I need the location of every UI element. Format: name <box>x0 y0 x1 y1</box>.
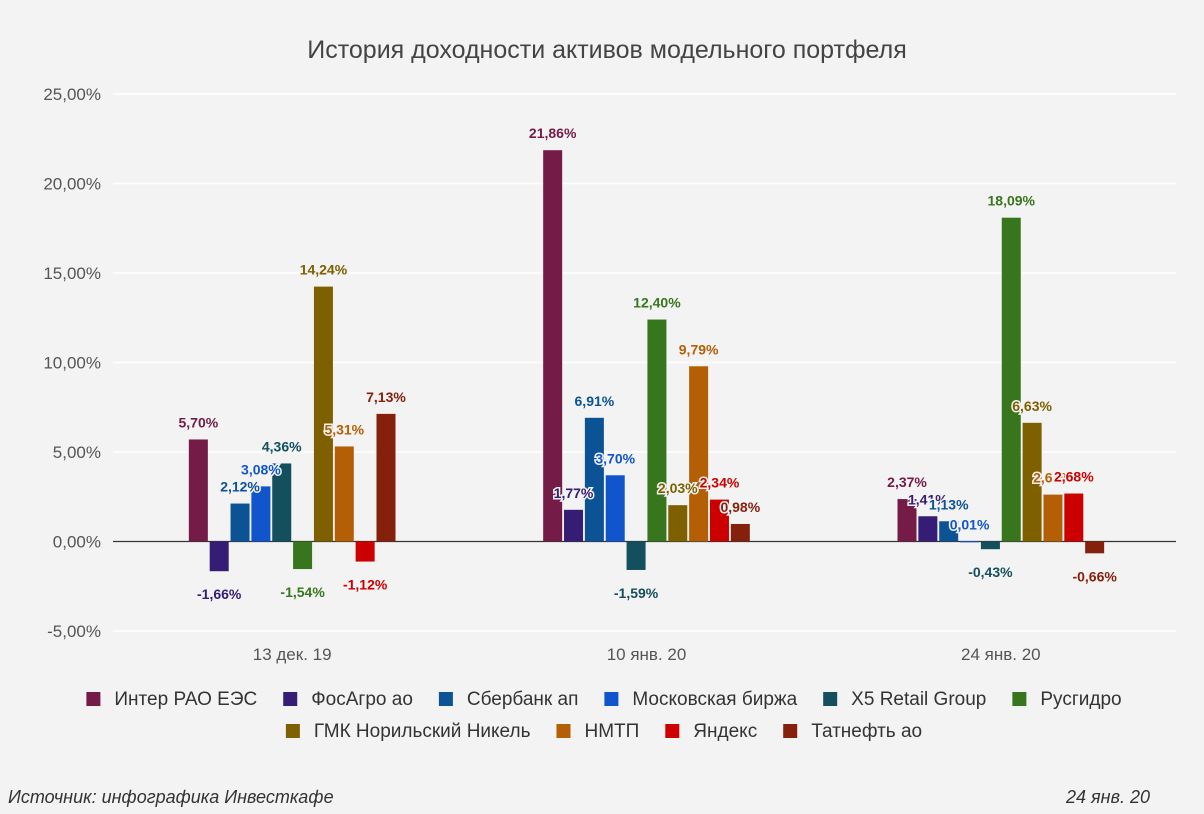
data-label: -1,59% <box>614 585 659 601</box>
bar <box>543 150 563 542</box>
data-label: 6,91% <box>575 393 615 409</box>
data-label: 2,68% <box>1054 469 1094 485</box>
legend-label: X5 Retail Group <box>851 689 986 710</box>
chart-title: История доходности активов модельного по… <box>307 36 906 64</box>
bar <box>1085 541 1105 554</box>
data-label: -1,12% <box>343 577 388 593</box>
data-label: 2,37% <box>887 474 927 490</box>
bar <box>709 499 729 542</box>
bar <box>355 541 375 562</box>
legend-swatch <box>604 692 619 706</box>
legend: Интер РАО ЕЭС ФосАгро ао Сбербанк ап Москов… <box>86 689 1122 742</box>
data-label: 9,79% <box>679 341 719 357</box>
data-label: 2,03% <box>658 480 698 496</box>
data-label: 12,40% <box>633 295 681 311</box>
data-label: 5,70% <box>178 414 218 430</box>
legend-label: Татнефть ао <box>811 721 922 742</box>
legend-swatch <box>556 724 571 738</box>
y-tick-label: -5,00% <box>47 622 101 641</box>
date-note: 24 янв. 20 <box>1066 787 1150 807</box>
bar <box>960 541 980 543</box>
source-note: Источник: инфографика Инвесткафе <box>8 787 334 807</box>
data-label: 6,63% <box>1012 398 1052 414</box>
data-label: 3,70% <box>595 450 635 466</box>
data-label: 7,13% <box>366 389 406 405</box>
bar <box>668 505 688 542</box>
legend-swatch <box>783 724 798 738</box>
data-label: 2,34% <box>700 475 740 491</box>
bar <box>230 503 250 542</box>
bar <box>689 366 709 542</box>
data-label: 2,12% <box>220 479 260 495</box>
data-label: 21,86% <box>529 125 577 141</box>
bar <box>1001 217 1021 542</box>
data-label: 5,31% <box>324 421 364 437</box>
bar <box>626 541 646 570</box>
bar <box>1043 494 1063 542</box>
bar <box>918 516 938 542</box>
legend-swatch <box>1012 692 1027 706</box>
legend-swatch <box>283 692 298 706</box>
bar <box>939 521 959 542</box>
bar <box>334 446 354 542</box>
data-label: 0,98% <box>720 499 760 515</box>
data-label: -1,54% <box>280 584 325 600</box>
legend-swatch <box>86 692 101 706</box>
y-tick-label: 10,00% <box>43 354 101 373</box>
data-label: -0,66% <box>1072 568 1117 584</box>
data-label: -1,66% <box>197 586 242 602</box>
bar <box>1064 493 1084 542</box>
bar <box>647 319 667 542</box>
data-label: 0,01% <box>950 516 990 532</box>
bars <box>188 150 1105 572</box>
y-tick-label: 0,00% <box>53 533 101 552</box>
data-label: 1,77% <box>554 485 594 501</box>
legend-label: ГМК Норильский Никель <box>314 721 531 742</box>
y-tick-label: 25,00% <box>43 85 101 104</box>
legend-label: ФосАгро ао <box>311 689 413 710</box>
legend-swatch <box>823 692 838 706</box>
bar <box>564 509 584 542</box>
bar <box>730 523 750 542</box>
y-tick-label: 15,00% <box>43 264 101 283</box>
bar <box>897 499 917 542</box>
bar <box>272 463 292 542</box>
chart: История доходности активов модельного по… <box>43 36 1176 742</box>
data-labels: 5,70% -1,66% 2,12% 3,08% 4,36% -1,54% 14,24% 5,… <box>177 124 1119 604</box>
data-label: -0,43% <box>968 564 1013 580</box>
legend-label: Русгидро <box>1040 689 1121 710</box>
legend-swatch <box>285 724 300 738</box>
bar <box>584 417 604 542</box>
x-category-label: 24 янв. 20 <box>961 645 1041 664</box>
data-label: 1,41% <box>908 491 948 507</box>
y-axis-ticks: -5,00% 0,00% 5,00% 10,00% 15,00% 20,00% 25,00% <box>43 85 101 641</box>
bar <box>251 486 271 542</box>
data-label: 4,36% <box>262 438 302 454</box>
data-label: 18,09% <box>988 193 1036 209</box>
bar <box>1022 422 1042 542</box>
x-category-label: 13 дек. 19 <box>253 645 332 664</box>
legend-swatch <box>438 692 453 706</box>
y-tick-label: 20,00% <box>43 175 101 194</box>
x-axis-categories: 13 дек. 19 10 янв. 20 24 янв. 20 <box>253 645 1041 664</box>
bar <box>376 413 396 542</box>
bar <box>293 541 313 570</box>
legend-label: Сбербанк ап <box>467 689 578 710</box>
data-label: 3,08% <box>241 461 281 477</box>
legend-label: Интер РАО ЕЭС <box>114 689 257 710</box>
bar <box>313 286 333 542</box>
data-label: 2,62% <box>1033 470 1073 486</box>
data-label: 1,13% <box>929 496 969 512</box>
x-category-label: 10 янв. 20 <box>607 645 687 664</box>
bar <box>980 541 1000 550</box>
legend-label: Московская биржа <box>632 689 797 710</box>
bar <box>188 439 208 542</box>
bar <box>605 475 625 542</box>
data-label: 14,24% <box>300 262 348 278</box>
bar <box>209 541 229 572</box>
legend-label: НМТП <box>584 721 639 742</box>
legend-label: Яндекс <box>693 721 757 742</box>
legend-swatch <box>665 724 680 738</box>
y-tick-label: 5,00% <box>53 443 101 462</box>
